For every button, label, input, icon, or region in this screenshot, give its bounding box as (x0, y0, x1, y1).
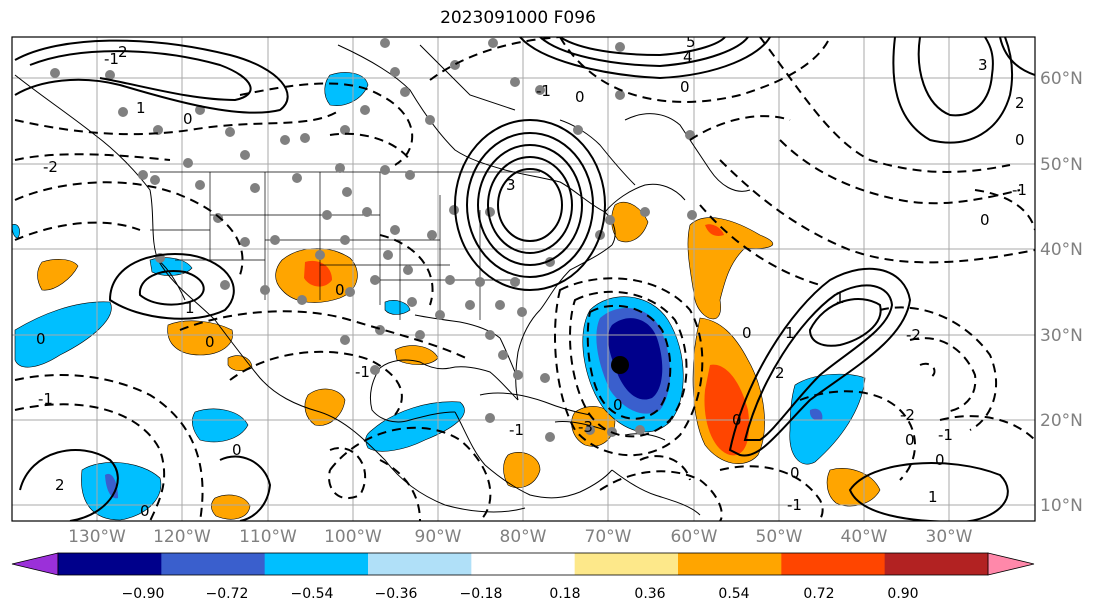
state-borders (150, 171, 540, 320)
lon-label: 90°W (415, 527, 462, 547)
contour-label: 0 (232, 441, 242, 459)
lat-label: 50°N (1040, 155, 1083, 175)
colorbar-tick-label: 0.36 (634, 586, 665, 602)
contour-label: 2 (1015, 94, 1025, 112)
contour-label: -1 (938, 426, 953, 444)
contour-label: -1 (536, 82, 551, 100)
colorbar-cell (161, 553, 266, 575)
shading-positive (37, 202, 881, 520)
lon-label: 70°W (585, 527, 632, 547)
contour-label: -2 (43, 158, 58, 176)
colorbar: −0.90 −0.72 −0.54 −0.36 −0.18 0.18 0.36 … (11, 552, 1035, 602)
contour-label: -1 (787, 496, 802, 514)
lon-label: 130°W (68, 527, 126, 547)
contour-label: 0 (905, 431, 915, 449)
lat-label: 20°N (1040, 411, 1083, 431)
colorbar-extend-min (11, 552, 59, 576)
colorbar-cell (884, 553, 989, 575)
contour-label: 4 (683, 48, 693, 66)
contour-label: -1 (355, 363, 370, 381)
contour-label: -2 (906, 326, 921, 344)
map-title: 2023091000 F096 (440, 8, 596, 28)
longitude-axis: 130°W 120°W 110°W 100°W 90°W 80°W 70°W 6… (68, 527, 973, 547)
colorbar-frame (57, 552, 989, 576)
contour-label: 2 (775, 364, 785, 382)
lon-label: 100°W (324, 527, 382, 547)
contour-label: 1 (136, 99, 146, 117)
contour-label: 0 (680, 78, 690, 96)
contour-label: -1 (1012, 181, 1027, 199)
contour-label: 0 (575, 88, 585, 106)
lon-label: 80°W (500, 527, 547, 547)
contour-label: 3 (978, 56, 988, 74)
colorbar-cell (678, 553, 782, 575)
dashed-contours (14, 37, 1035, 521)
contour-label: 0 (980, 211, 990, 229)
lon-label: 120°W (153, 527, 211, 547)
colorbar-tick-label: 0.90 (887, 586, 918, 602)
contour-label: 0 (36, 330, 46, 348)
solid-contours (14, 37, 1035, 521)
contour-label: 5 (686, 33, 696, 51)
contour-label: 2 (118, 43, 128, 61)
contour-label: 0 (790, 464, 800, 482)
colorbar-cell (471, 553, 576, 575)
lat-label: 40°N (1040, 240, 1083, 260)
colorbar-cell (781, 553, 886, 575)
lat-label: 10°N (1040, 496, 1083, 516)
contour-label: 0 (742, 324, 752, 342)
contour-label: -3 (578, 418, 593, 436)
colorbar-tick-label: −0.72 (206, 586, 249, 602)
colorbar-ticks: −0.90 −0.72 −0.54 −0.36 −0.18 0.18 0.36 … (122, 586, 919, 602)
contour-label: 0 (732, 411, 742, 429)
lon-label: 110°W (239, 527, 297, 547)
colorbar-tick-label: −0.54 (291, 586, 334, 602)
contour-label: 0 (935, 451, 945, 469)
colorbar-tick-label: 0.72 (803, 586, 834, 602)
contour-label: -1 (104, 50, 119, 68)
map-frame (11, 36, 1036, 522)
lon-label: 30°W (926, 527, 973, 547)
contour-label: 1 (185, 299, 195, 317)
contour-labels: 2 1 0 -1 0 -2 1 0 -1 -1 2 0 0 0 3 0 4 5 … (36, 33, 1027, 520)
contour-label: -1 (509, 421, 524, 439)
latitude-axis: 60°N 50°N 40°N 30°N 20°N 10°N (1040, 69, 1083, 516)
lat-label: 30°N (1040, 326, 1083, 346)
contour-label: 0 (140, 502, 150, 520)
colorbar-cell (574, 553, 679, 575)
contour-label: 1 (928, 488, 938, 506)
colorbar-extend-max (987, 552, 1035, 576)
lon-label: 60°W (671, 527, 718, 547)
contour-label: 1 (785, 324, 795, 342)
colorbar-tick-label: −0.18 (460, 586, 503, 602)
contour-label: 0 (183, 110, 193, 128)
contour-label: 0 (335, 281, 345, 299)
colorbar-cell (264, 553, 369, 575)
colorbar-cells (58, 553, 989, 575)
colorbar-cell (58, 553, 162, 575)
storm-center-marker (611, 356, 629, 374)
lat-label: 60°N (1040, 69, 1083, 89)
colorbar-tick-label: 0.54 (718, 586, 749, 602)
colorbar-tick-label: 0.18 (549, 586, 580, 602)
contour-label: 0 (1015, 131, 1025, 149)
contour-label: -2 (900, 406, 915, 424)
colorbar-tick-label: −0.36 (375, 586, 418, 602)
lon-label: 40°W (841, 527, 888, 547)
contour-label: 0 (613, 396, 623, 414)
contour-label: -1 (38, 390, 53, 408)
contour-label: 1 (835, 289, 845, 307)
station-markers (50, 38, 697, 442)
contour-label: 3 (506, 176, 516, 194)
lon-label: 50°W (756, 527, 803, 547)
contour-label: 0 (205, 333, 215, 351)
contour-label: 2 (55, 476, 65, 494)
colorbar-cell (368, 553, 472, 575)
colorbar-tick-label: −0.90 (122, 586, 165, 602)
